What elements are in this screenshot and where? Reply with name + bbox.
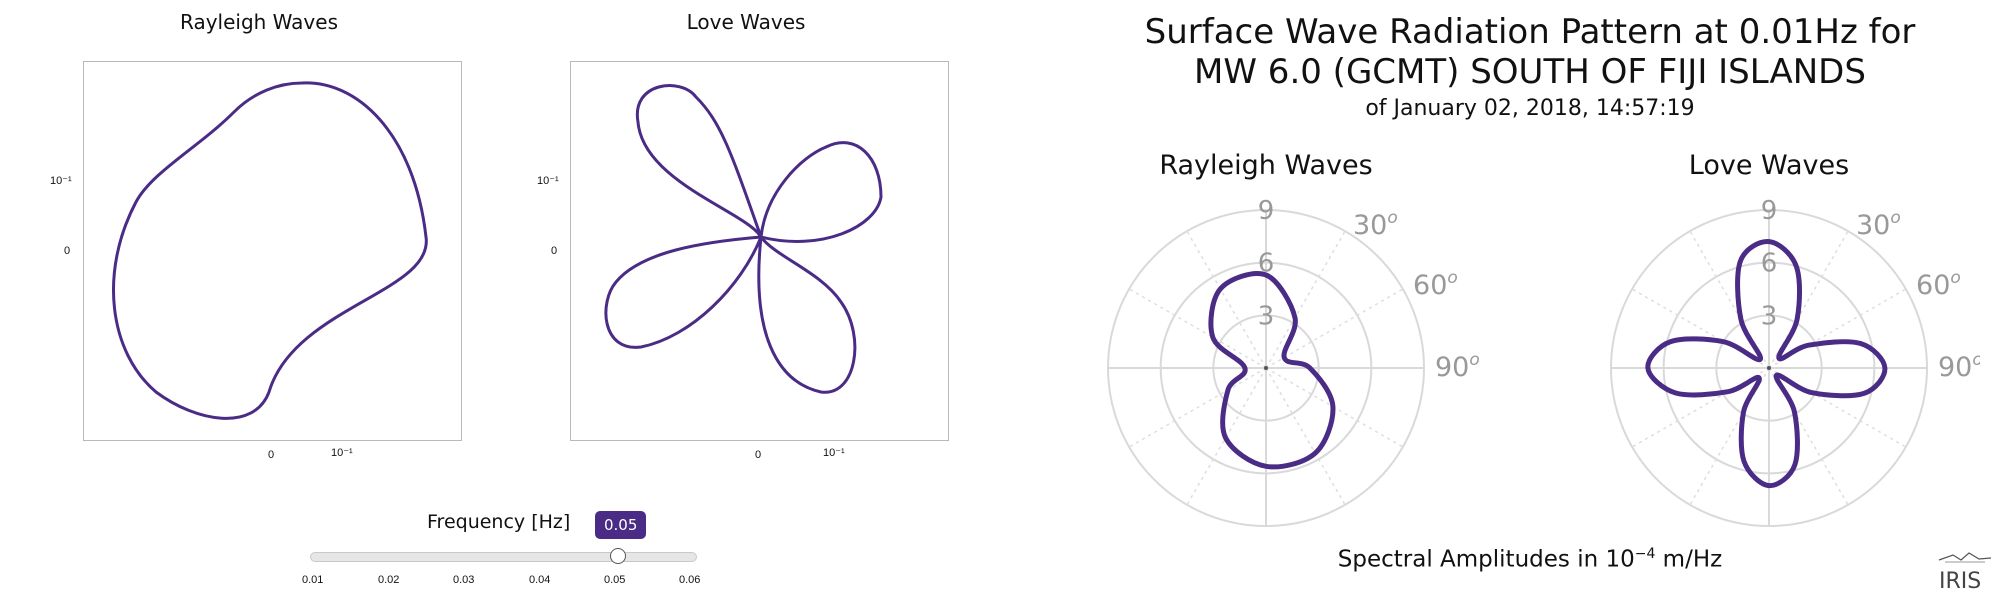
rayleigh-cartesian-plot	[83, 61, 462, 441]
slider-tick-2: 0.03	[453, 574, 475, 586]
love-angle-deg-90: o	[1972, 350, 1980, 370]
iris-logo: IRIS	[1935, 548, 1995, 594]
love-rtick-9: 9	[1761, 196, 1778, 226]
frequency-slider-thumb[interactable]	[610, 548, 626, 564]
main-subtitle: of January 02, 2018, 14:57:19	[1365, 96, 1695, 121]
main-title-line1: Surface Wave Radiation Pattern at 0.01Hz…	[1144, 12, 1916, 52]
rayleigh-center-dot	[1264, 366, 1268, 370]
rayleigh-polar-title: Rayleigh Waves	[1159, 150, 1372, 181]
frequency-value-badge: 0.05	[595, 511, 647, 539]
rayleigh-spoke-60	[1265, 288, 1404, 369]
rayleigh-xtick-0: 0	[268, 449, 275, 461]
love-angle-30: 30o	[1856, 208, 1901, 241]
love-cartesian-svg	[604, 84, 883, 394]
love-angle-deg-30: o	[1890, 208, 1900, 228]
rayleigh-cartesian-title: Rayleigh Waves	[179, 10, 338, 34]
love-ytick-0: 10⁻¹	[537, 175, 559, 187]
footer-prefix: Spectral Amplitudes in 10	[1337, 546, 1635, 573]
rayleigh-angle-30: 30o	[1353, 208, 1398, 241]
slider-tick-3: 0.04	[529, 574, 551, 586]
love-center-dot	[1767, 366, 1771, 370]
love-spoke-60	[1768, 288, 1907, 369]
love-spoke-150	[1768, 367, 1849, 506]
love-cartesian-curve	[604, 84, 883, 394]
frequency-slider-track[interactable]	[310, 552, 697, 562]
slider-tick-5: 0.06	[679, 574, 701, 586]
rayleigh-angle-90: 90o	[1435, 350, 1480, 383]
rayleigh-angle-deg-90: o	[1469, 350, 1479, 370]
slider-tick-0: 0.01	[302, 574, 324, 586]
love-xtick-1: 10⁻¹	[823, 447, 845, 459]
rayleigh-cartesian-curve	[112, 81, 428, 420]
love-spoke-210	[1689, 367, 1770, 506]
love-spoke-300	[1631, 288, 1770, 369]
love-cartesian-plot	[570, 61, 949, 441]
rayleigh-ytick-1: 0	[64, 245, 71, 257]
love-angle-deg-60: o	[1950, 268, 1960, 288]
spectral-footer: Spectral Amplitudes in 10−4 m/Hz	[1085, 546, 1975, 573]
rayleigh-angle-deg-30: o	[1387, 208, 1397, 228]
love-spoke-30	[1768, 230, 1849, 369]
footer-exponent: −4	[1634, 546, 1656, 562]
rayleigh-angle-60: 60o	[1413, 268, 1458, 301]
rayleigh-rtick-3: 3	[1258, 301, 1275, 331]
main-title-line2: MW 6.0 (GCMT) SOUTH OF FIJI ISLANDS	[1194, 52, 1866, 92]
iris-logo-mark: IRIS	[1938, 552, 1992, 594]
slider-tick-4: 0.05	[604, 574, 626, 586]
love-angle-60: 60o	[1916, 268, 1961, 301]
rayleigh-angle-deg-60: o	[1447, 268, 1457, 288]
polar-charts-svg: Rayleigh Waves 3 6 9 30o 60o 90o Love Waves 3 6 9…	[1107, 150, 1980, 527]
rayleigh-spoke-300	[1128, 288, 1267, 369]
love-ytick-1: 0	[551, 245, 558, 257]
love-xtick-0: 0	[755, 449, 762, 461]
rayleigh-ytick-0: 10⁻¹	[50, 175, 72, 187]
rayleigh-spoke-150	[1265, 367, 1346, 506]
love-cartesian-title: Love Waves	[686, 10, 806, 34]
love-spoke-120	[1768, 367, 1907, 448]
love-polar-title: Love Waves	[1689, 150, 1849, 181]
love-rtick-3: 3	[1761, 301, 1778, 331]
rayleigh-xtick-1: 10⁻¹	[331, 447, 353, 459]
love-rtick-6: 6	[1761, 249, 1778, 279]
love-angle-90: 90o	[1938, 350, 1980, 383]
rayleigh-spoke-240	[1128, 367, 1267, 448]
slider-tick-1: 0.02	[378, 574, 400, 586]
rayleigh-spoke-30	[1265, 230, 1346, 369]
rayleigh-rtick-9: 9	[1258, 196, 1275, 226]
frequency-label: Frequency [Hz]	[427, 511, 571, 533]
main-title: Surface Wave Radiation Pattern at 0.01Hz…	[1080, 12, 1980, 92]
rayleigh-spoke-330	[1186, 230, 1267, 369]
rayleigh-rtick-6: 6	[1258, 249, 1275, 279]
love-spoke-240	[1631, 367, 1770, 448]
rayleigh-cartesian-svg	[112, 81, 428, 420]
love-spoke-330	[1689, 230, 1770, 369]
svg-text:IRIS: IRIS	[1939, 569, 1981, 592]
footer-suffix: m/Hz	[1655, 546, 1723, 573]
